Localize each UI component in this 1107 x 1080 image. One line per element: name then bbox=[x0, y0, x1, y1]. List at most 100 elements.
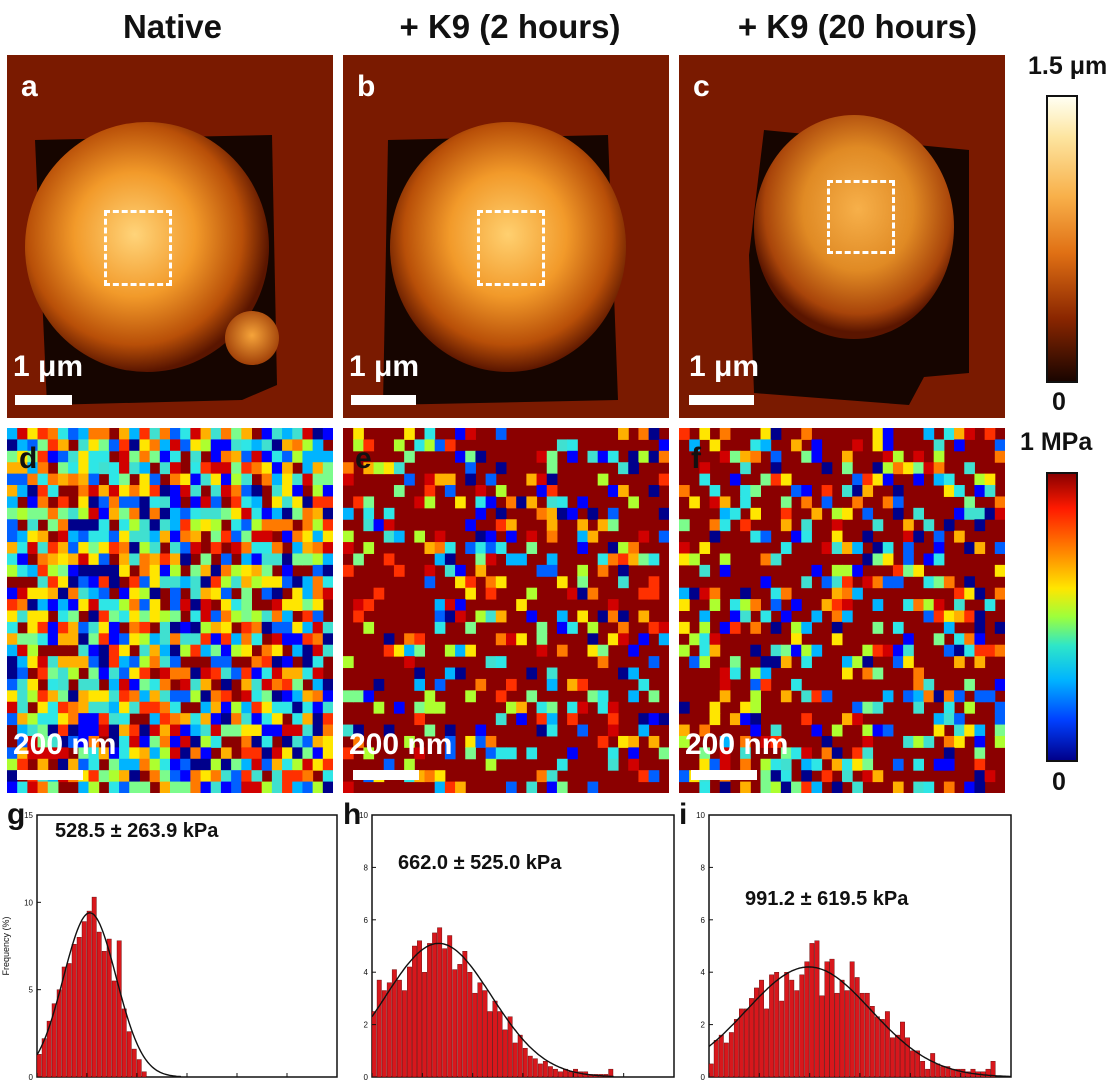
histogram-bar bbox=[381, 990, 387, 1078]
roi-box-a bbox=[104, 210, 172, 286]
map-pixel bbox=[302, 747, 314, 760]
map-pixel bbox=[190, 530, 202, 543]
map-pixel bbox=[546, 713, 558, 726]
map-pixel bbox=[88, 576, 100, 589]
map-pixel bbox=[108, 701, 120, 714]
map-pixel bbox=[37, 667, 49, 680]
map-pixel bbox=[465, 542, 476, 554]
map-pixel bbox=[322, 553, 333, 566]
map-pixel bbox=[495, 610, 507, 623]
map-pixel bbox=[872, 473, 884, 486]
topography-panel-b: b 1 μm bbox=[343, 55, 669, 418]
map-pixel bbox=[353, 439, 364, 452]
map-pixel bbox=[312, 462, 324, 475]
map-pixel bbox=[159, 690, 171, 703]
map-pixel bbox=[852, 439, 863, 452]
map-pixel bbox=[7, 690, 18, 703]
histogram-bar bbox=[759, 979, 764, 1078]
histogram-bar bbox=[749, 998, 754, 1078]
map-pixel bbox=[740, 599, 751, 611]
map-pixel bbox=[282, 781, 293, 793]
map-pixel bbox=[618, 542, 629, 554]
histogram-bar bbox=[905, 1037, 910, 1078]
histogram-bar bbox=[396, 979, 402, 1078]
map-pixel bbox=[261, 735, 273, 748]
map-pixel bbox=[180, 599, 191, 611]
scale-bar-a bbox=[15, 395, 72, 405]
map-pixel bbox=[231, 485, 242, 497]
map-pixel bbox=[791, 530, 802, 543]
map-pixel bbox=[292, 735, 303, 748]
histogram-bar bbox=[985, 1068, 991, 1078]
modulus-colorbar-max-label: 1 MPa bbox=[1020, 428, 1093, 456]
map-pixel bbox=[923, 599, 935, 611]
map-pixel bbox=[882, 462, 894, 475]
map-pixel bbox=[556, 576, 568, 589]
map-pixel bbox=[923, 553, 935, 566]
map-pixel bbox=[200, 507, 212, 520]
map-pixel bbox=[220, 656, 232, 669]
map-pixel bbox=[251, 713, 263, 726]
map-pixel bbox=[88, 599, 100, 611]
map-pixel bbox=[241, 770, 252, 783]
map-pixel bbox=[842, 507, 853, 520]
map-pixel bbox=[363, 507, 375, 520]
map-pixel bbox=[200, 678, 212, 691]
map-pixel bbox=[17, 530, 28, 543]
scale-bar-c bbox=[689, 395, 754, 405]
map-pixel bbox=[108, 656, 120, 669]
map-pixel bbox=[770, 781, 782, 793]
map-pixel bbox=[709, 599, 721, 611]
map-pixel bbox=[251, 747, 263, 760]
map-pixel bbox=[444, 724, 456, 737]
map-pixel bbox=[648, 587, 660, 600]
map-pixel bbox=[98, 667, 110, 680]
map-pixel bbox=[719, 747, 731, 760]
map-pixel bbox=[68, 428, 79, 440]
map-pixel bbox=[302, 530, 314, 543]
map-pixel bbox=[37, 656, 49, 669]
map-pixel bbox=[699, 587, 711, 600]
map-pixel bbox=[892, 656, 904, 669]
map-pixel bbox=[170, 496, 181, 509]
map-pixel bbox=[322, 621, 333, 634]
map-pixel bbox=[139, 542, 151, 554]
map-pixel bbox=[261, 542, 273, 554]
map-pixel bbox=[994, 496, 1005, 509]
map-pixel bbox=[292, 553, 303, 566]
map-pixel bbox=[47, 713, 59, 726]
histogram-bar bbox=[116, 940, 122, 1078]
map-pixel bbox=[424, 690, 436, 703]
map-pixel bbox=[780, 587, 792, 600]
map-pixel bbox=[149, 507, 161, 520]
map-pixel bbox=[954, 599, 965, 611]
map-pixel bbox=[200, 553, 212, 566]
map-pixel bbox=[984, 770, 996, 783]
map-pixel bbox=[770, 473, 782, 486]
map-pixel bbox=[312, 473, 324, 486]
map-pixel bbox=[597, 690, 609, 703]
map-pixel bbox=[689, 633, 700, 646]
map-pixel bbox=[119, 701, 130, 714]
map-pixel bbox=[17, 542, 28, 554]
map-pixel bbox=[292, 701, 303, 714]
map-pixel bbox=[220, 610, 232, 623]
map-pixel bbox=[312, 599, 324, 611]
map-pixel bbox=[129, 724, 140, 737]
map-pixel bbox=[343, 656, 354, 669]
map-pixel bbox=[729, 599, 741, 611]
map-pixel bbox=[353, 599, 364, 611]
map-pixel bbox=[37, 507, 49, 520]
map-pixel bbox=[964, 701, 975, 714]
map-pixel bbox=[47, 564, 59, 577]
map-pixel bbox=[831, 758, 843, 771]
map-pixel bbox=[567, 621, 578, 634]
map-pixel bbox=[98, 701, 110, 714]
map-pixel bbox=[88, 713, 100, 726]
map-pixel bbox=[57, 610, 69, 623]
map-pixel bbox=[842, 587, 853, 600]
map-pixel bbox=[261, 428, 273, 440]
map-pixel bbox=[455, 644, 466, 657]
map-pixel bbox=[709, 530, 721, 543]
map-pixel bbox=[434, 770, 446, 783]
